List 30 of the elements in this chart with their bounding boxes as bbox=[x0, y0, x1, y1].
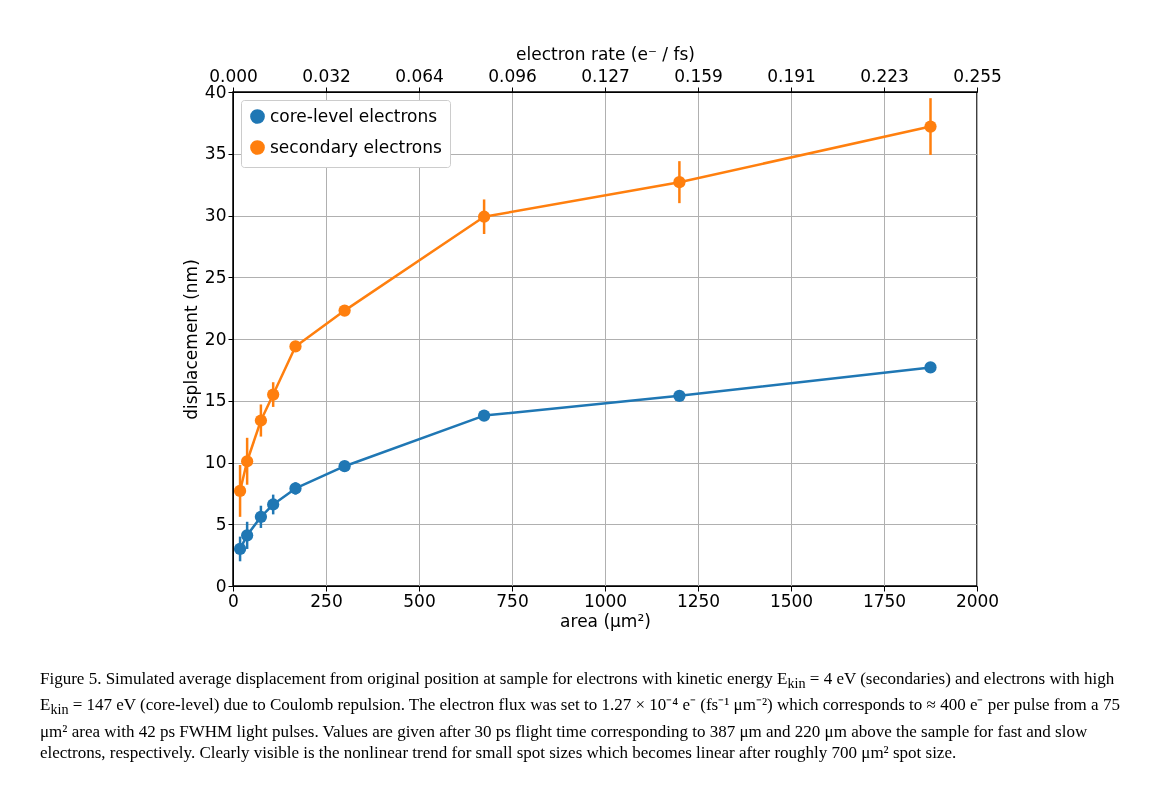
x2-tick-label: 0.191 bbox=[767, 65, 816, 86]
y-tick-label: 15 bbox=[204, 390, 227, 411]
text: Figure 5. Simulated average displacement from original position at sample for electrons with kinetic energy E$_{kin}$ = 4 eV (secondaries) and electrons with high E$_{kin}$ = 147 eV (core-level) due to Coulomb repulsion. The electron flux was set to 1.27 × 10⁻⁴ e⁻ (fs⁻¹ μm⁻²) which corresponds to ≈ 400 e⁻ per pulse from a 75 μm² area with 42 ps FWHM light pulses. Values are given after 30 ps flight time corresponding to 387 μm and 220 μm above the sample for fast and slow electrons, respectively. Clearly visible is the nonlinear trend for small spot sizes which becomes linear after roughly 700 μm² spot size. bbox=[40, 669, 1120, 762]
legend-label: core-level electrons bbox=[270, 105, 438, 126]
x-tick-label: 250 bbox=[310, 590, 343, 611]
x2-tick-label: 0.096 bbox=[488, 65, 537, 86]
x-axis-title: area (μm²) bbox=[560, 610, 651, 631]
x-tick-label: 1750 bbox=[862, 590, 907, 611]
x-tick-label: 500 bbox=[403, 590, 436, 611]
x-tick-label: 750 bbox=[496, 590, 529, 611]
x-tick-label: 1250 bbox=[676, 590, 721, 611]
x2-tick-label: 0.159 bbox=[674, 65, 723, 86]
x2-tick-label: 0.255 bbox=[953, 65, 1002, 86]
y-tick-label: 20 bbox=[204, 328, 227, 349]
y-tick-label: 5 bbox=[215, 513, 227, 534]
y-tick-label: 30 bbox=[204, 205, 227, 225]
x2-tick-label: 0.223 bbox=[860, 65, 909, 86]
x-tick-label: 1500 bbox=[769, 590, 814, 611]
x-tick-label: 1000 bbox=[583, 590, 628, 611]
y-tick-label: 35 bbox=[204, 143, 227, 164]
legend-label: secondary electrons bbox=[270, 136, 442, 157]
y-tick-label: 25 bbox=[204, 266, 227, 287]
x2-tick-label: 0.032 bbox=[302, 65, 351, 86]
x2-tick-label: 0.127 bbox=[581, 65, 630, 86]
x-tick-label: 2000 bbox=[955, 590, 1000, 611]
y-tick-label: 10 bbox=[204, 452, 227, 472]
y-axis-title: displacement (nm) bbox=[180, 259, 201, 420]
x2-tick-label: 0.064 bbox=[395, 65, 444, 86]
y-tick-label: 0 bbox=[215, 575, 227, 596]
x2-axis-title: electron rate (e⁻ / fs) bbox=[516, 43, 695, 64]
